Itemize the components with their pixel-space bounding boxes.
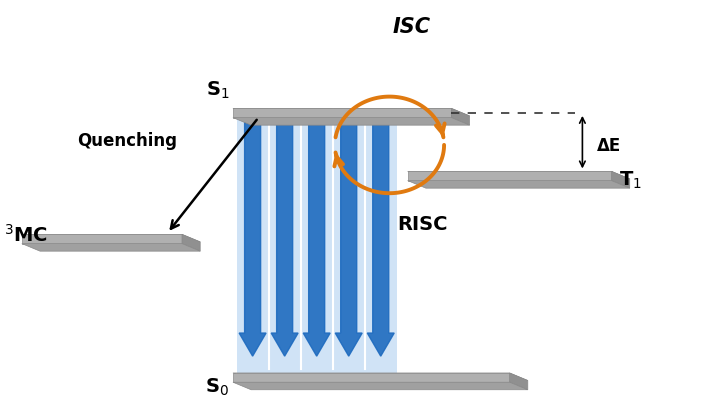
Polygon shape [451,108,470,125]
Polygon shape [612,171,630,188]
Polygon shape [233,382,528,390]
FancyArrow shape [336,113,362,356]
FancyArrow shape [304,113,330,356]
Polygon shape [233,118,470,125]
Polygon shape [408,181,630,188]
Polygon shape [233,108,470,116]
Text: $^3$MC: $^3$MC [4,224,47,246]
Polygon shape [233,108,451,118]
Polygon shape [22,234,182,244]
Text: RISC: RISC [397,215,447,234]
Text: S$_0$: S$_0$ [205,377,229,398]
Polygon shape [510,373,528,390]
Text: ISC: ISC [392,17,430,37]
Polygon shape [233,373,510,382]
Polygon shape [233,373,528,381]
Polygon shape [22,244,200,251]
Polygon shape [408,171,612,181]
FancyArrow shape [240,113,266,356]
Text: ΔE: ΔE [597,137,621,155]
Text: Quenching: Quenching [77,132,178,150]
Polygon shape [237,108,397,373]
Polygon shape [22,234,200,242]
Text: S$_1$: S$_1$ [206,79,229,101]
FancyArrow shape [368,113,394,356]
Polygon shape [408,171,630,179]
FancyArrow shape [272,113,298,356]
Polygon shape [182,234,200,251]
Text: T$_1$: T$_1$ [619,170,641,191]
